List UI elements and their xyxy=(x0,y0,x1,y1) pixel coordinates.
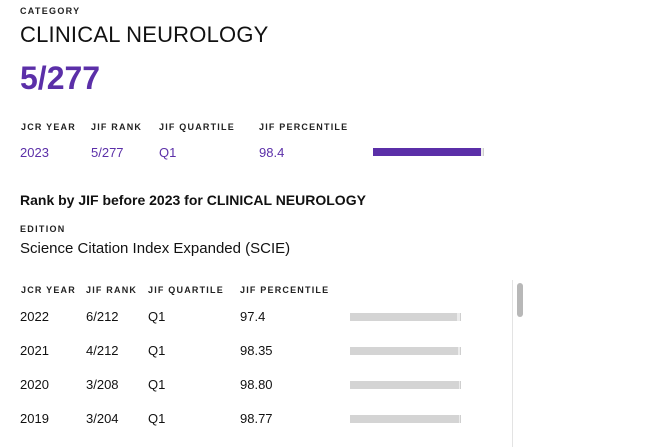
current-header-quartile: JIF QUARTILE xyxy=(159,122,235,132)
history-row-year: 2020 xyxy=(20,377,49,392)
history-row-percentile-bar-fill xyxy=(350,347,459,355)
history-header-year: JCR YEAR xyxy=(21,285,76,295)
history-row-quartile: Q1 xyxy=(148,309,166,324)
history-row-percentile-bar xyxy=(350,313,461,321)
history-header-percentile: JIF PERCENTILE xyxy=(240,285,330,295)
history-row-quartile: Q1 xyxy=(148,411,166,426)
history-row-rank: 3/208 xyxy=(86,377,119,392)
history-row-percentile: 98.80 xyxy=(240,377,273,392)
history-row-percentile-bar xyxy=(350,381,461,389)
history-row-percentile-bar-fill xyxy=(350,415,459,423)
history-row-percentile: 97.4 xyxy=(240,309,266,324)
history-row-percentile: 98.35 xyxy=(240,343,273,358)
history-row-rank: 6/212 xyxy=(86,309,119,324)
current-header-rank: JIF RANK xyxy=(91,122,143,132)
current-percentile: 98.4 xyxy=(259,145,285,160)
edition-value: Science Citation Index Expanded (SCIE) xyxy=(20,240,291,257)
scrollbar-thumb[interactable] xyxy=(517,283,523,317)
history-title: Rank by JIF before 2023 for CLINICAL NEU… xyxy=(20,192,366,208)
current-quartile: Q1 xyxy=(159,145,177,160)
history-row-year: 2019 xyxy=(20,411,49,426)
history-table-scrollbar[interactable] xyxy=(512,280,527,447)
category-name: CLINICAL NEUROLOGY xyxy=(20,22,269,47)
history-row-quartile: Q1 xyxy=(148,343,166,358)
history-header-quartile: JIF QUARTILE xyxy=(148,285,224,295)
history-row-percentile-bar xyxy=(350,347,461,355)
current-rank: 5/277 xyxy=(91,145,124,160)
history-row-year: 2022 xyxy=(20,309,49,324)
current-year: 2023 xyxy=(20,145,49,160)
history-row-year: 2021 xyxy=(20,343,49,358)
edition-label: EDITION xyxy=(20,224,66,234)
current-header-percentile: JIF PERCENTILE xyxy=(259,122,349,132)
current-percentile-bar-fill xyxy=(373,148,482,156)
current-percentile-bar xyxy=(373,148,484,156)
history-row-percentile-bar-fill xyxy=(350,381,459,389)
history-row-percentile: 98.77 xyxy=(240,411,273,426)
category-rank: 5/277 xyxy=(20,60,101,96)
history-row-rank: 3/204 xyxy=(86,411,119,426)
history-header-rank: JIF RANK xyxy=(86,285,138,295)
history-row-rank: 4/212 xyxy=(86,343,119,358)
history-row-percentile-bar-fill xyxy=(350,313,458,321)
history-row-quartile: Q1 xyxy=(148,377,166,392)
category-label: CATEGORY xyxy=(20,6,81,16)
history-row-percentile-bar xyxy=(350,415,461,423)
current-header-year: JCR YEAR xyxy=(21,122,76,132)
